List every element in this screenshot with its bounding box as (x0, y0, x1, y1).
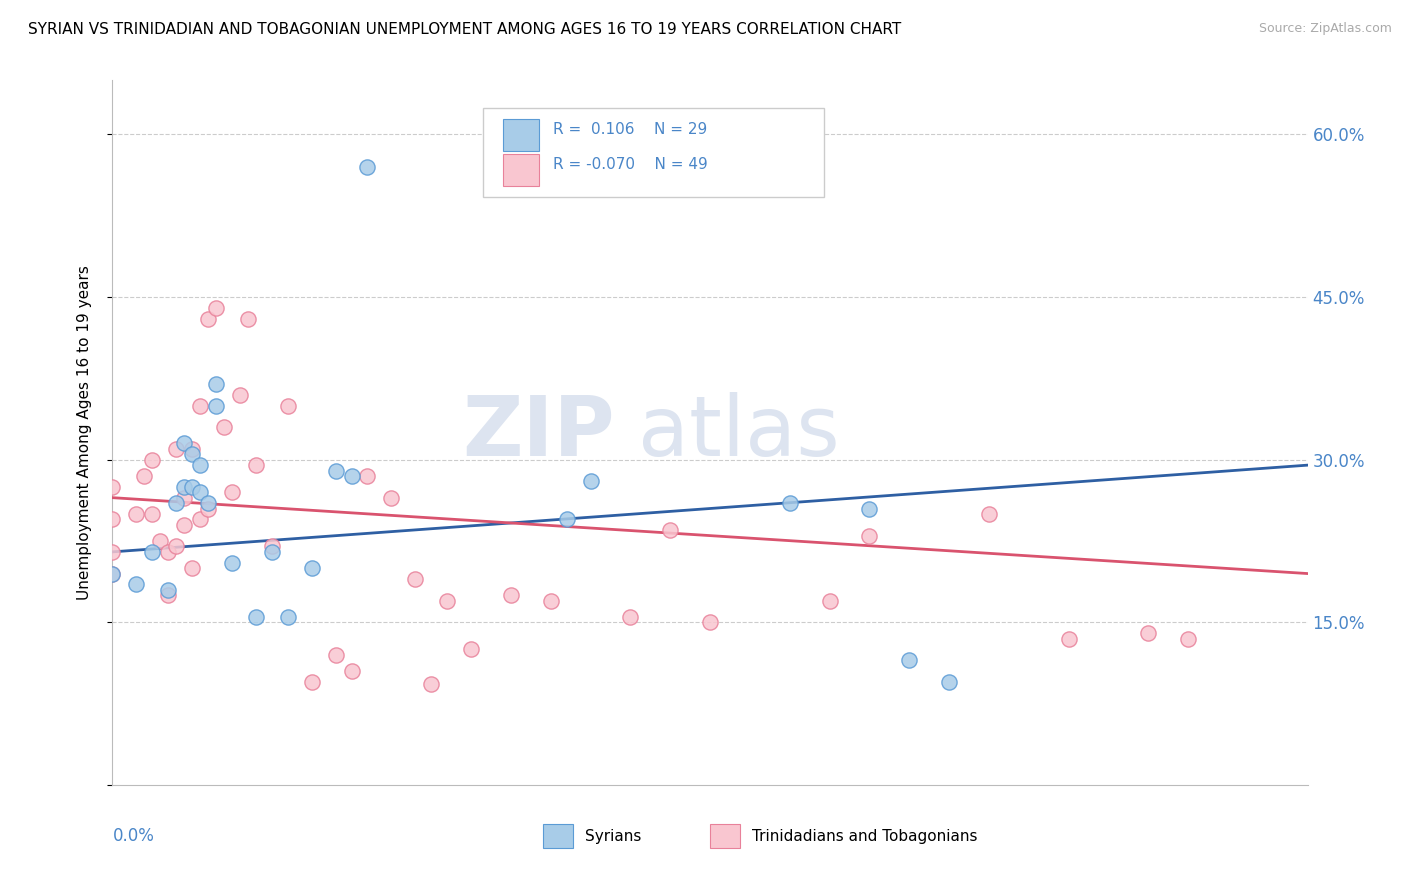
Text: R =  0.106    N = 29: R = 0.106 N = 29 (554, 122, 707, 137)
Point (325, 464, 347, 478)
Point (277, 610, 299, 624)
Point (404, 572, 426, 586)
Point (173, 491, 195, 505)
Text: atlas: atlas (638, 392, 839, 473)
Point (555, 512, 578, 526)
Point (157, 545, 180, 559)
Point (125, 507, 148, 521)
Point (221, 485, 243, 500)
Point (173, 436, 195, 450)
Point (181, 442, 204, 456)
Point (205, 301, 228, 315)
Point (260, 540, 283, 554)
Point (212, 420, 235, 434)
Point (229, 387, 252, 401)
Point (205, 376, 228, 391)
Point (659, 523, 682, 537)
Point (141, 507, 163, 521)
Point (157, 588, 180, 602)
Point (101, 566, 124, 581)
Point (540, 154, 562, 169)
Point (181, 480, 204, 494)
Point (380, 491, 402, 505)
Point (165, 540, 187, 554)
Point (245, 458, 267, 472)
Point (141, 452, 163, 467)
Point (188, 399, 211, 413)
Point (340, 469, 363, 483)
Point (898, 653, 921, 667)
FancyBboxPatch shape (710, 823, 740, 848)
Point (197, 311, 219, 326)
Point (977, 507, 1000, 521)
Point (173, 517, 195, 532)
Point (134, 469, 156, 483)
Point (420, 677, 443, 691)
Point (260, 545, 283, 559)
Point (188, 458, 211, 472)
Point (325, 648, 347, 662)
Point (436, 593, 458, 607)
Point (938, 675, 960, 690)
Text: 0.0%: 0.0% (112, 827, 155, 846)
Text: SYRIAN VS TRINIDADIAN AND TOBAGONIAN UNEMPLOYMENT AMONG AGES 16 TO 19 YEARS CORR: SYRIAN VS TRINIDADIAN AND TOBAGONIAN UNE… (28, 22, 901, 37)
Point (173, 480, 195, 494)
Point (205, 399, 228, 413)
Text: ZIP: ZIP (463, 392, 614, 473)
Point (619, 610, 641, 624)
Point (181, 447, 204, 461)
Text: Syrians: Syrians (585, 829, 641, 844)
Point (101, 566, 124, 581)
Point (356, 469, 378, 483)
Point (1177, 632, 1199, 646)
FancyBboxPatch shape (503, 154, 538, 186)
Point (699, 615, 721, 630)
Point (101, 512, 124, 526)
Point (356, 160, 378, 174)
Point (125, 577, 148, 591)
FancyBboxPatch shape (543, 823, 572, 848)
Point (149, 534, 172, 549)
Text: Trinidadians and Tobagonians: Trinidadians and Tobagonians (752, 829, 977, 844)
Point (157, 582, 180, 597)
Point (188, 485, 211, 500)
Point (1057, 632, 1080, 646)
Point (579, 475, 602, 489)
Point (340, 664, 363, 678)
Point (1137, 626, 1160, 640)
Point (141, 545, 163, 559)
Point (245, 610, 267, 624)
Point (221, 556, 243, 570)
FancyBboxPatch shape (484, 109, 824, 196)
Point (540, 593, 562, 607)
Text: Source: ZipAtlas.com: Source: ZipAtlas.com (1258, 22, 1392, 36)
Point (101, 545, 124, 559)
Point (181, 561, 204, 575)
Point (301, 675, 323, 690)
Point (779, 496, 801, 510)
FancyBboxPatch shape (503, 119, 538, 151)
Point (165, 442, 187, 456)
Point (197, 501, 219, 516)
Point (277, 399, 299, 413)
Point (818, 593, 841, 607)
Text: R = -0.070    N = 49: R = -0.070 N = 49 (554, 157, 709, 172)
Y-axis label: Unemployment Among Ages 16 to 19 years: Unemployment Among Ages 16 to 19 years (77, 265, 91, 600)
Point (188, 512, 211, 526)
Point (165, 496, 187, 510)
Point (301, 561, 323, 575)
Point (460, 642, 482, 657)
Point (858, 528, 880, 542)
Point (197, 496, 219, 510)
Point (236, 311, 259, 326)
Point (499, 588, 522, 602)
Point (101, 480, 124, 494)
Point (858, 501, 880, 516)
